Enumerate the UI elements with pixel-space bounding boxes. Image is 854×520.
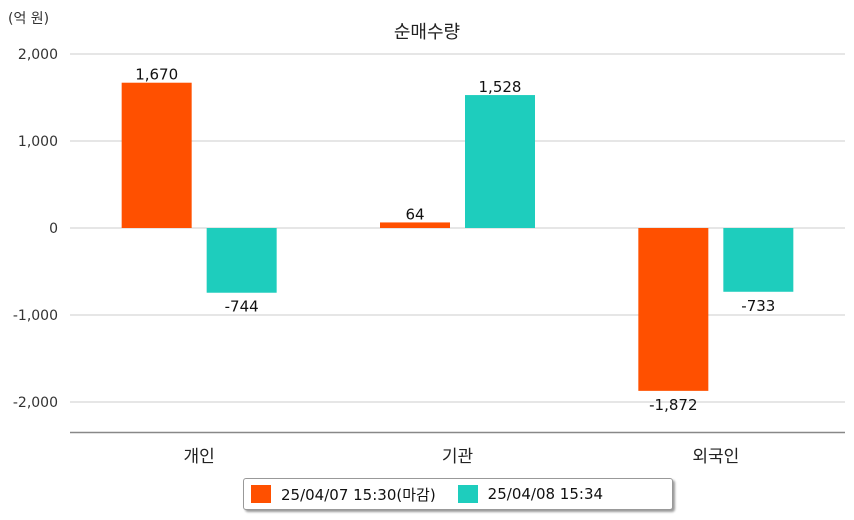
y-tick-label: -1,000 <box>13 308 58 324</box>
bar-chart: 2,000 1,000 0 -1,000 -2,000 개인 1,670 -744 기관 64 1,… <box>13 47 845 467</box>
legend-label-series-2: 25/04/08 15:34 <box>487 485 604 503</box>
bar <box>380 222 450 228</box>
data-label: 64 <box>405 205 424 223</box>
unit-label: (억 원) <box>8 11 50 27</box>
x-tick-label: 기관 <box>442 447 473 467</box>
bar <box>638 228 709 391</box>
chart-title: 순매수량 <box>393 22 461 43</box>
legend-swatch-series-2 <box>457 485 478 503</box>
y-tick-label: -2,000 <box>13 395 58 411</box>
legend-label-series-1: 25/04/07 15:30(마감) <box>281 485 436 504</box>
data-label: -733 <box>741 297 775 315</box>
bar <box>121 82 192 229</box>
y-tick-label: 2,000 <box>18 47 58 63</box>
x-tick-label: 개인 <box>184 447 215 467</box>
y-tick-label: 1,000 <box>18 134 58 150</box>
data-label: 1,670 <box>135 66 178 84</box>
legend-swatch-series-1 <box>251 485 271 503</box>
x-tick-label: 외국인 <box>692 447 739 467</box>
legend: 25/04/07 15:30(마감) 25/04/08 15:34 <box>243 478 673 510</box>
bar <box>206 228 277 293</box>
legend-item-series-2[interactable]: 25/04/08 15:34 <box>457 485 604 503</box>
data-label: 1,528 <box>479 78 522 96</box>
y-tick-label: 0 <box>49 221 58 237</box>
legend-item-series-1[interactable]: 25/04/07 15:30(마감) <box>251 484 436 505</box>
bar <box>723 228 794 292</box>
bar <box>465 95 535 229</box>
data-label: -1,872 <box>649 396 697 414</box>
data-label: -744 <box>225 298 259 316</box>
